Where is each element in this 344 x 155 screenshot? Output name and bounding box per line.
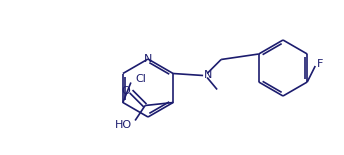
Text: O: O — [122, 86, 130, 95]
Text: F: F — [317, 59, 323, 69]
Text: N: N — [204, 71, 212, 80]
Text: Cl: Cl — [136, 75, 146, 84]
Text: N: N — [144, 54, 152, 64]
Text: HO: HO — [115, 120, 132, 129]
